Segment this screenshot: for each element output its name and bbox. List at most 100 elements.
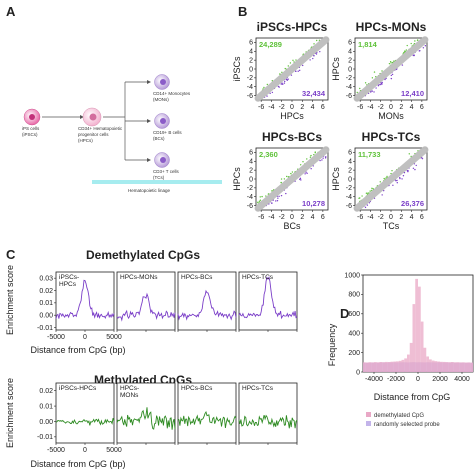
y-tick-label: -6 [346, 93, 352, 100]
up-point [281, 71, 283, 74]
x-tick-label: -5000 [47, 334, 65, 341]
meth-xlabel: Distance from CpG (bp) [30, 459, 125, 469]
up-point [259, 196, 261, 198]
subplot-frame [238, 382, 298, 444]
demeth-bar [374, 362, 377, 372]
x-tick-label: 6 [321, 214, 325, 221]
meth-y-axis: 0.02 0.01 0.00 -0.01 -5000 0 5000 [37, 388, 122, 454]
subplot-label: MONs [120, 392, 139, 399]
purple-count: 32,434 [302, 89, 326, 98]
up-point [261, 195, 263, 198]
x-tick-label: -4 [367, 214, 373, 221]
demeth-bar [467, 362, 471, 372]
down-point [284, 80, 286, 83]
up-point [359, 87, 361, 90]
y-tick-label: 0.02 [39, 288, 53, 295]
subplot-label: HPCs-BCs [181, 274, 213, 281]
down-point [281, 82, 283, 84]
up-point [364, 82, 367, 84]
down-point [286, 79, 288, 81]
demeth-bar [393, 361, 396, 372]
demeth-bar [420, 321, 424, 372]
down-point [300, 179, 302, 181]
down-point [399, 177, 401, 180]
subplot-label: HPCs-BCs [181, 385, 213, 392]
demeth-bar [431, 360, 435, 372]
down-point [287, 78, 289, 80]
y-tick-label: 0.01 [39, 300, 53, 307]
y-tick-label: 0 [348, 66, 352, 73]
scatter-title: HPCs-BCs [262, 130, 322, 144]
down-point [402, 175, 405, 177]
demeth-bar [448, 362, 451, 372]
subplot-frame [177, 382, 237, 444]
down-point [415, 164, 417, 167]
down-point [381, 83, 383, 85]
down-point [266, 95, 268, 97]
down-point [322, 157, 324, 159]
up-point [309, 156, 312, 158]
x-tick-label: -6 [258, 214, 264, 221]
up-point [389, 61, 392, 63]
x-tick-label: 0 [389, 104, 393, 111]
down-point [380, 83, 382, 86]
panel-c-enrichment-grid: Demethylated CpGs Methylated CpGs Enrich… [5, 248, 298, 469]
down-point [399, 176, 401, 179]
down-point [406, 169, 409, 172]
y-tick-label: -2 [346, 75, 352, 82]
meth-subplot-2: HPCs-BCs [177, 382, 237, 445]
y-tick-label: 0 [348, 176, 352, 183]
up-point [306, 158, 308, 160]
meth-ylabel: Enrichment score [5, 378, 15, 448]
x-tick-label: -4 [367, 104, 373, 111]
panel-letter-d: D [340, 306, 350, 321]
tc-nucleus [160, 157, 166, 163]
y-tick-label: -6 [346, 203, 352, 210]
y-tick-label: 0 [249, 66, 253, 73]
demeth-bar [409, 342, 413, 372]
down-point [295, 70, 297, 73]
demeth-bar [426, 356, 429, 372]
up-point [405, 49, 408, 51]
y-tick-label: -4 [346, 84, 352, 91]
demeth-subplot-0: iPSCs-HPCs [55, 271, 115, 332]
enrichment-line [238, 414, 298, 429]
down-point [381, 194, 383, 196]
demeth-bar [390, 361, 394, 372]
up-point [302, 161, 304, 163]
up-point [361, 195, 363, 197]
down-point [301, 64, 304, 67]
ips-label-2: (iPSCs) [22, 132, 38, 137]
up-point [390, 172, 392, 175]
arrowhead-bc [147, 119, 151, 123]
arrowhead-tc [147, 158, 151, 162]
down-point [375, 87, 377, 89]
up-point [386, 175, 388, 178]
y-tick-label: -4 [247, 84, 253, 91]
subplot-label: HPCs-TCs [242, 385, 274, 392]
down-point [392, 184, 394, 186]
bc-nucleus [160, 118, 166, 124]
down-point [364, 206, 367, 209]
up-point [280, 178, 283, 180]
x-tick-label: 4 [410, 104, 414, 111]
down-point [373, 91, 375, 93]
down-point [401, 64, 404, 66]
demeth-bar [437, 361, 440, 372]
green-count: 1,814 [358, 40, 378, 49]
down-point [319, 50, 321, 53]
subplot-label: HPCs [59, 281, 77, 288]
meth-subplot-3: HPCs-TCs [238, 382, 298, 445]
subplot-label: iPSCs-HPCs [59, 385, 97, 392]
x-tick-label: 4 [311, 214, 315, 221]
y-tick-label: 6 [348, 150, 352, 157]
up-point [290, 172, 292, 175]
legend-demeth: demethylated CpG [374, 413, 424, 419]
scatter-xlabel: HPCs [280, 111, 304, 121]
x-tick-label: 2 [300, 104, 304, 111]
down-point [370, 91, 372, 93]
ips-nucleus [29, 114, 35, 120]
y-tick-label: 4 [249, 159, 253, 166]
down-point [378, 83, 380, 86]
up-point [381, 70, 383, 72]
